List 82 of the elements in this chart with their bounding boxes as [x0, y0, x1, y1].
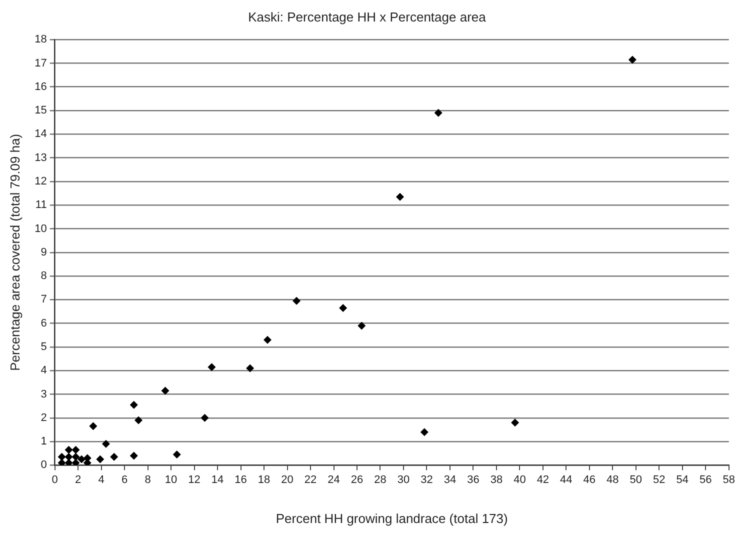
point: [264, 336, 272, 344]
x-tick-label: 42: [536, 474, 550, 486]
y-tick-label: 0: [40, 459, 47, 472]
x-tick-label: 18: [258, 474, 270, 486]
x-tick-label: 16: [234, 474, 247, 486]
x-tick-label: 14: [211, 474, 224, 486]
x-tick-label: 54: [676, 474, 689, 486]
point: [130, 452, 138, 460]
y-tick-label: 1: [40, 436, 47, 448]
point: [511, 418, 520, 427]
x-tick-label: 12: [188, 474, 200, 486]
point: [110, 452, 118, 461]
x-tick-label: 20: [281, 474, 294, 486]
point: [96, 455, 104, 464]
point: [420, 428, 428, 436]
point: [208, 363, 216, 372]
point: [78, 455, 86, 464]
x-tick-label: 10: [164, 474, 178, 486]
x-tick-label: 48: [606, 474, 619, 486]
y-tick-label: 6: [40, 317, 47, 330]
point: [292, 296, 301, 305]
x-tick-label: 46: [583, 474, 596, 486]
y-tick-label: 14: [34, 128, 47, 140]
point: [72, 458, 80, 466]
point: [134, 416, 143, 424]
point: [200, 414, 209, 422]
x-tick-label: 6: [122, 474, 128, 486]
point: [72, 452, 80, 461]
x-tick-label: 2: [75, 474, 82, 486]
point: [339, 304, 348, 312]
x-tick-label: 44: [560, 474, 572, 486]
x-tick-label: 56: [700, 474, 712, 486]
y-tick-label: 2: [40, 412, 47, 424]
point: [64, 458, 73, 466]
point: [89, 422, 98, 430]
point: [64, 446, 73, 454]
point: [396, 192, 404, 201]
y-tick-label: 9: [40, 246, 47, 258]
point: [102, 440, 110, 448]
x-tick-label: 0: [52, 474, 58, 486]
point: [434, 108, 442, 117]
y-tick-label: 3: [40, 388, 47, 400]
y-tick-label: 8: [40, 270, 47, 282]
x-axis-title: Percent HH growing landrace (total 173): [276, 510, 508, 526]
point: [64, 452, 73, 461]
x-tick-label: 34: [444, 474, 456, 486]
y-tick-label: 18: [34, 34, 47, 46]
x-tick-label: 8: [144, 474, 151, 486]
x-tick-label: 38: [490, 474, 503, 486]
y-tick-label: 16: [34, 80, 47, 93]
x-tick-label: 26: [350, 474, 364, 486]
x-tick-label: 52: [653, 474, 666, 486]
chart-title: Kaski: Percentage HH x Percentage area: [248, 9, 487, 24]
x-tick-label: 50: [630, 474, 642, 486]
y-tick-label: 17: [34, 57, 47, 70]
point: [58, 452, 66, 461]
point: [130, 400, 138, 409]
y-tick-label: 15: [34, 104, 47, 117]
y-tick-label: 11: [35, 199, 47, 212]
point: [72, 446, 80, 454]
y-tick-label: 5: [40, 341, 47, 354]
x-tick-label: 58: [722, 474, 736, 486]
point: [58, 458, 66, 466]
x-tick-label: 4: [98, 474, 104, 486]
y-axis-title: Percentage area covered (total 79.09 ha): [7, 134, 22, 371]
x-tick-label: 36: [467, 474, 480, 486]
y-tick-label: 7: [40, 294, 47, 306]
point: [628, 56, 636, 64]
point: [246, 364, 254, 372]
point: [172, 450, 181, 459]
x-tick-label: 22: [304, 474, 317, 486]
y-tick-label: 4: [40, 364, 47, 377]
x-tick-label: 28: [374, 474, 386, 486]
point: [161, 386, 170, 395]
y-tick-label: 12: [34, 176, 47, 188]
y-tick-label: 10: [34, 222, 47, 235]
x-tick-label: 40: [514, 474, 526, 486]
x-tick-label: 30: [397, 474, 410, 486]
point: [358, 322, 366, 330]
y-tick-label: 13: [34, 152, 47, 164]
x-tick-label: 32: [420, 474, 433, 486]
x-tick-label: 24: [328, 474, 340, 486]
